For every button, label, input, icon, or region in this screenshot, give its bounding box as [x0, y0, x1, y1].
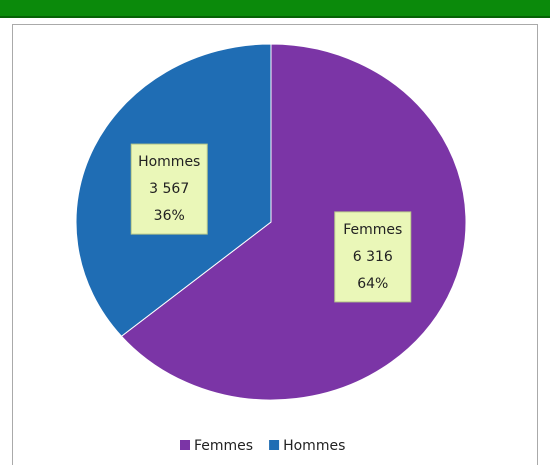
- legend-swatch: [180, 440, 190, 450]
- data-label-box: [334, 211, 412, 303]
- data-label-name: Hommes: [138, 154, 200, 170]
- header-border: [0, 16, 550, 18]
- data-label-value: 3 567: [149, 181, 189, 197]
- legend-label: Hommes: [283, 438, 345, 454]
- pie-slice: [120, 43, 467, 401]
- data-label-name: Femmes: [343, 222, 402, 238]
- data-label-percent: 36%: [154, 208, 185, 224]
- data-label-value: 6 316: [353, 249, 393, 265]
- header-bar: [0, 0, 550, 17]
- legend-label: Femmes: [194, 438, 253, 454]
- data-label-box: [130, 143, 208, 235]
- data-label-percent: 64%: [357, 276, 388, 292]
- legend-swatch: [269, 440, 280, 450]
